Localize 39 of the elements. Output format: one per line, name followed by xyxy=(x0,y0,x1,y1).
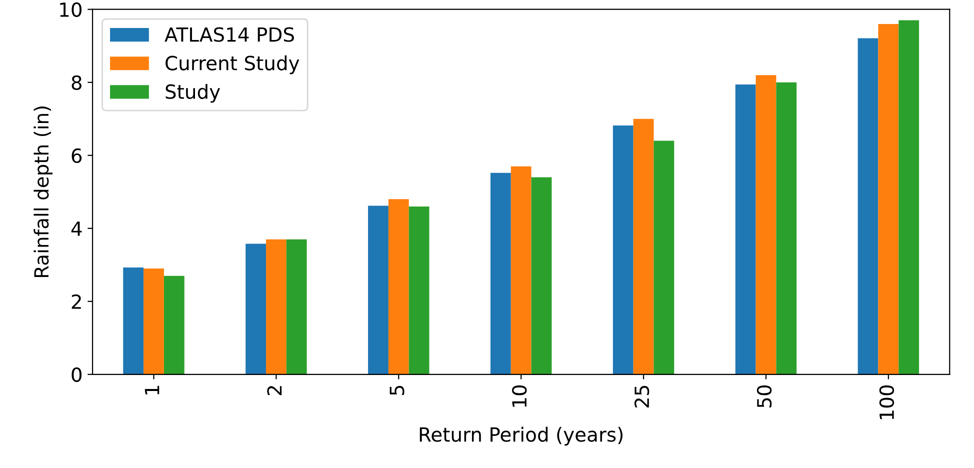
bar xyxy=(144,268,164,374)
x-tick-label: 5 xyxy=(390,386,404,395)
bar xyxy=(266,239,286,374)
x-axis-title: Return Period (years) xyxy=(420,426,623,446)
y-tick-label: 10 xyxy=(60,2,82,18)
bar xyxy=(246,244,266,374)
x-tick-label: 2 xyxy=(267,386,282,396)
bar xyxy=(368,206,388,374)
x-tick-label: 1 xyxy=(144,386,160,394)
legend-label: Study xyxy=(166,84,220,103)
bar xyxy=(858,38,878,374)
bar xyxy=(510,166,532,374)
bar xyxy=(878,24,899,374)
x-tick-label: 50 xyxy=(756,385,772,408)
y-tick-label: 2 xyxy=(72,294,81,309)
bar xyxy=(633,118,654,374)
bar xyxy=(164,276,184,374)
x-tick-label: 10 xyxy=(512,385,527,407)
bar xyxy=(408,206,430,374)
bar xyxy=(756,75,776,374)
bar xyxy=(286,239,307,374)
y-axis-title: Rainfall depth (in) xyxy=(34,106,53,278)
bar xyxy=(123,267,144,374)
bar xyxy=(531,177,552,374)
y-tick-label: 6 xyxy=(72,148,82,164)
y-tick-label: 0 xyxy=(72,367,82,382)
bar xyxy=(776,82,797,374)
legend-label: ATLAS14 PDS xyxy=(164,27,294,42)
bar xyxy=(388,199,409,374)
bar xyxy=(898,20,920,374)
bar xyxy=(612,125,634,374)
bar xyxy=(735,84,756,374)
bar xyxy=(654,140,674,374)
bar xyxy=(490,172,511,374)
x-tick-label: 25 xyxy=(634,386,650,408)
y-tick-label: 8 xyxy=(72,75,82,90)
legend-label: Current Study xyxy=(166,55,300,74)
x-tick-label: 100 xyxy=(879,385,894,420)
y-tick-label: 4 xyxy=(71,222,82,236)
